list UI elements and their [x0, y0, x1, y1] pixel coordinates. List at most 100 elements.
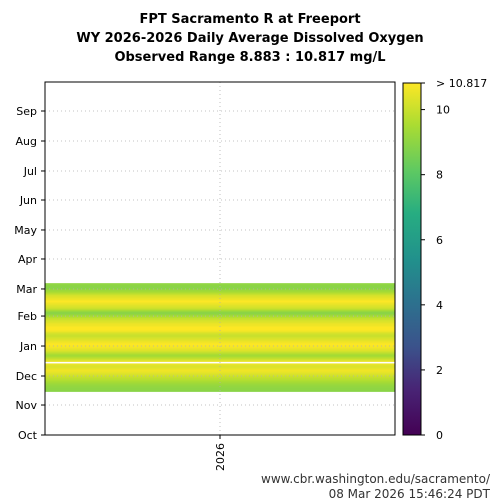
heatmap-cell [45, 313, 395, 315]
y-tick-label: Oct [18, 429, 38, 442]
colorbar-tick-label: 0 [436, 429, 443, 442]
y-tick-label: Jan [19, 340, 37, 353]
heatmap-cell [45, 335, 395, 337]
heatmap-cell [45, 318, 395, 321]
heatmap-cell [45, 330, 395, 332]
heatmap-cell [45, 298, 395, 301]
heatmap-cell [45, 296, 395, 299]
heatmap-cell [45, 320, 395, 323]
heatmap-cell [45, 309, 395, 311]
colorbar-tick-label: 6 [436, 234, 443, 247]
y-tick-label: Apr [18, 253, 38, 266]
heatmap-cell [45, 373, 395, 375]
heatmap-cell [45, 299, 395, 301]
heatmap-cell [45, 384, 395, 387]
heatmap-cell [45, 327, 395, 330]
heatmap-cell [45, 287, 395, 290]
heatmap-cell [45, 387, 395, 389]
y-tick-label: Aug [16, 135, 37, 148]
heatmap-cell [45, 294, 395, 297]
heatmap-cell [45, 307, 395, 309]
heatmap-cell [45, 326, 395, 329]
heatmap-cell [45, 287, 395, 289]
y-tick-label: Mar [16, 283, 37, 296]
heatmap-cell [45, 339, 395, 341]
x-tick-label: 2026 [214, 443, 227, 471]
heatmap-cell [45, 344, 395, 346]
colorbar-tick-label: 8 [436, 169, 443, 182]
footer: www.cbr.washington.edu/sacramento/ 08 Ma… [261, 472, 490, 502]
chart-title-block: FPT Sacramento R at Freeport WY 2026-202… [0, 10, 500, 67]
heatmap-cell [45, 295, 395, 298]
heatmap-cell [45, 356, 395, 359]
heatmap-cell [45, 334, 395, 336]
colorbar-top-label: > 10.817 [436, 77, 487, 90]
heatmap-cell [45, 348, 395, 351]
heatmap-cell [45, 371, 395, 373]
heatmap-cell [45, 322, 395, 325]
y-tick-label: Jul [23, 165, 37, 178]
heatmap-cell [45, 304, 395, 306]
heatmap-cell [45, 319, 395, 322]
heatmap-cell [45, 378, 395, 381]
heatmap-cell [45, 306, 395, 308]
grid-layer [45, 82, 395, 435]
heatmap-cell [45, 323, 395, 326]
heatmap-cell [45, 308, 395, 310]
heatmap-cell [45, 284, 395, 286]
heatmap-cell [45, 351, 395, 354]
y-tick-label: Dec [16, 370, 37, 383]
heatmap-cell [45, 388, 395, 390]
heatmap-cell [45, 292, 395, 295]
heatmap-cell [45, 354, 395, 357]
heatmap-cell [45, 300, 395, 302]
heatmap-cell [45, 390, 395, 392]
heatmap-cell [45, 331, 395, 333]
heatmap-cell [45, 372, 395, 374]
heatmap-cell [45, 341, 395, 343]
heatmap-cell [45, 386, 395, 389]
colorbar-tick-label: 2 [436, 364, 443, 377]
heatmap-cell [45, 364, 395, 366]
chart-range-text: Observed Range 8.883 : 10.817 mg/L [114, 50, 386, 65]
colorbar-gradient [402, 82, 422, 436]
y-tick-label: Jun [19, 194, 37, 207]
heatmap-cell [45, 343, 395, 345]
heatmap-cell [45, 350, 395, 353]
heatmap-cell [45, 359, 395, 361]
y-axis: Oct Nov Dec Jan Feb Mar Apr May Jun Jul Aug Sep [14, 105, 45, 442]
heatmap-cell [45, 283, 395, 285]
heatmap-cell [45, 312, 395, 314]
heatmap-cell [45, 316, 395, 318]
y-tick-label: Sep [16, 105, 37, 118]
chart-subtitle: WY 2026-2026 Daily Average Dissolved Oxy… [76, 31, 424, 46]
footer-url[interactable]: www.cbr.washington.edu/sacramento/ [261, 472, 490, 486]
heatmap-cell [45, 317, 395, 319]
heatmap-cell [45, 302, 395, 304]
heatmap-cell [45, 285, 395, 287]
y-tick-label: May [14, 224, 37, 237]
heatmap-cell [45, 288, 395, 291]
heatmap-cell [45, 375, 395, 377]
heatmap-layer [45, 283, 395, 392]
heatmap-cell [45, 328, 395, 330]
x-axis: 2026 [214, 435, 227, 471]
footer-timestamp: 08 Mar 2026 15:46:24 PDT [328, 487, 490, 501]
colorbar-tick-label: 4 [436, 299, 443, 312]
heatmap-cell [45, 358, 395, 360]
heatmap-cell [45, 303, 395, 305]
heatmap-cell [45, 383, 395, 386]
heatmap-cell [45, 345, 395, 347]
colorbar: 0 2 4 6 8 10 > 10.817 [402, 77, 487, 442]
heatmap-cell [45, 376, 395, 379]
heatmap-cell [45, 355, 395, 358]
heatmap-cell [45, 360, 395, 362]
heatmap-cell [45, 367, 395, 369]
heatmap-cell [45, 315, 395, 317]
heatmap-cell [45, 324, 395, 327]
heatmap-cell [45, 368, 395, 370]
heatmap-cell [45, 376, 395, 378]
y-tick-label: Feb [18, 310, 37, 323]
heatmap-cell [45, 290, 395, 293]
